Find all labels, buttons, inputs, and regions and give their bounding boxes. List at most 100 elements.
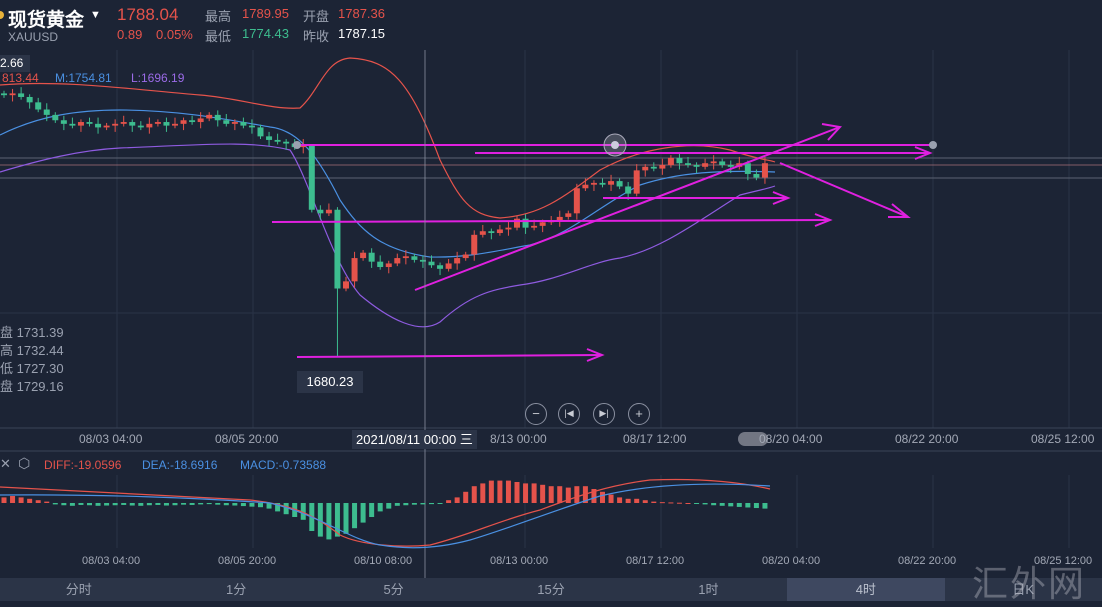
macd-bar bbox=[172, 503, 178, 506]
macd-bar bbox=[189, 503, 195, 505]
dea-line bbox=[0, 483, 771, 549]
tab-daily[interactable]: 日K bbox=[1012, 582, 1035, 597]
candle bbox=[659, 165, 666, 169]
macd-bar bbox=[317, 503, 323, 537]
candle bbox=[325, 209, 332, 214]
macd-histogram bbox=[1, 480, 768, 540]
macd-bar bbox=[10, 496, 16, 503]
x-tick: 08/05 20:00 bbox=[218, 555, 277, 567]
macd-bar bbox=[480, 483, 486, 503]
tab-5min[interactable]: 5分 bbox=[383, 582, 404, 597]
collapse-icon[interactable]: ✕ bbox=[0, 456, 11, 471]
candle bbox=[308, 145, 315, 210]
macd-bar bbox=[360, 503, 366, 523]
timeframe-tabs: 分时 1分 5分 15分 1时 4时 日K bbox=[0, 578, 1102, 601]
macd-bar bbox=[129, 503, 135, 506]
chart-canvas[interactable] bbox=[0, 0, 1102, 578]
candle bbox=[633, 170, 640, 194]
ohlc-close: 盘 1729.16 bbox=[0, 379, 64, 394]
candle bbox=[667, 157, 674, 165]
macd-bar bbox=[634, 498, 640, 503]
macd-bar bbox=[249, 503, 255, 507]
zoom-in-button[interactable]: + bbox=[628, 403, 650, 425]
candle bbox=[26, 96, 33, 103]
macd-bar bbox=[181, 503, 187, 505]
macd-bar bbox=[258, 503, 263, 508]
candle bbox=[462, 254, 469, 259]
candle bbox=[744, 163, 751, 174]
x-tick: 08/25 12:00 bbox=[1031, 432, 1095, 446]
tab-15min[interactable]: 15分 bbox=[537, 582, 565, 597]
macd-bar bbox=[27, 498, 33, 503]
boll-upper bbox=[0, 57, 776, 219]
macd-bar bbox=[155, 503, 161, 505]
candle bbox=[163, 122, 170, 126]
candle bbox=[582, 184, 589, 189]
candle bbox=[650, 166, 657, 169]
macd-bar bbox=[275, 503, 281, 512]
candle bbox=[214, 114, 221, 121]
candle bbox=[411, 256, 418, 260]
line-handle[interactable] bbox=[929, 141, 937, 149]
macd-bar bbox=[437, 503, 443, 504]
open-label: 开盘 bbox=[303, 9, 330, 24]
candle bbox=[360, 252, 367, 259]
candle bbox=[702, 163, 709, 167]
macd-bar bbox=[206, 503, 212, 505]
macd-bar bbox=[52, 503, 58, 505]
macd-bar bbox=[146, 503, 152, 506]
change-pct: 0.05% bbox=[156, 27, 193, 42]
tab-timeshare[interactable]: 分时 bbox=[65, 582, 92, 597]
macd-bar bbox=[753, 503, 759, 509]
macd-bar bbox=[446, 500, 452, 503]
macd-bar bbox=[676, 502, 682, 504]
ohlc-open: 盘 1731.39 bbox=[0, 325, 64, 340]
candle bbox=[334, 209, 341, 289]
tab-1hour[interactable]: 1时 bbox=[698, 582, 719, 597]
instrument-title[interactable]: 现货黄金 bbox=[8, 10, 85, 31]
candle bbox=[112, 123, 119, 126]
x-tick: 08/10 08:00 bbox=[354, 555, 413, 567]
macd-bar bbox=[617, 497, 623, 503]
macd-bar bbox=[719, 503, 725, 506]
tab-4hour[interactable]: 4时 bbox=[787, 578, 945, 601]
candle bbox=[368, 252, 375, 262]
macd-bar bbox=[411, 503, 417, 505]
trend-arrow bbox=[414, 126, 841, 291]
chevron-down-icon[interactable]: ▼ bbox=[90, 9, 101, 21]
macd-bar bbox=[95, 503, 101, 506]
prev-close-label: 昨收 bbox=[303, 29, 330, 44]
candle bbox=[488, 231, 495, 234]
macd-bar bbox=[497, 480, 503, 503]
macd-bar bbox=[377, 503, 383, 512]
low-value: 1774.43 bbox=[242, 26, 289, 41]
zoom-out-button[interactable]: − bbox=[525, 403, 547, 425]
high-label: 最高 bbox=[205, 9, 232, 24]
macd-bar bbox=[369, 503, 375, 517]
candle bbox=[137, 125, 144, 128]
candle bbox=[753, 173, 760, 178]
open-value: 1787.36 bbox=[338, 6, 385, 21]
tab-1min[interactable]: 1分 bbox=[226, 582, 247, 597]
next-button[interactable]: ▶| bbox=[593, 403, 615, 425]
macd-bar bbox=[574, 486, 580, 503]
macd-bar bbox=[488, 480, 494, 503]
macd-bar bbox=[471, 486, 477, 503]
macd-diff: DIFF:-19.0596 bbox=[44, 458, 122, 472]
macd-bar bbox=[215, 503, 221, 505]
candle bbox=[52, 114, 59, 121]
candle bbox=[206, 114, 213, 119]
scroll-handle[interactable] bbox=[738, 432, 768, 446]
diff-line bbox=[0, 478, 771, 547]
prev-button[interactable]: |◀ bbox=[558, 403, 580, 425]
x-tick: 08/25 12:00 bbox=[1034, 555, 1093, 567]
candle bbox=[437, 265, 444, 269]
settings-icon[interactable]: ⬡ bbox=[18, 455, 31, 471]
candle bbox=[18, 93, 25, 97]
candle bbox=[86, 122, 93, 124]
candle bbox=[257, 127, 264, 137]
candle bbox=[454, 258, 461, 264]
macd-bar bbox=[429, 503, 434, 505]
line-handle[interactable] bbox=[293, 141, 301, 149]
candle bbox=[625, 186, 632, 194]
